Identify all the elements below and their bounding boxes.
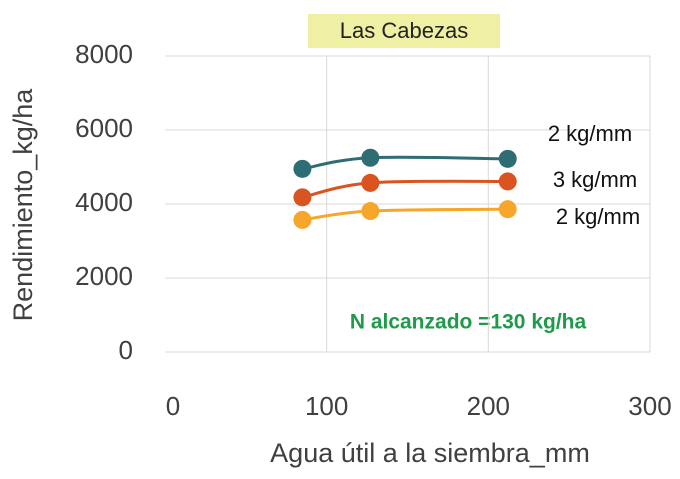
- point: [361, 202, 380, 221]
- chart-title: Las Cabezas: [340, 18, 468, 43]
- y-tick-label: 2000: [75, 261, 133, 291]
- x-tick-label: 100: [305, 391, 348, 421]
- point: [361, 173, 380, 192]
- line: [302, 155, 508, 171]
- x-axis-label: Agua útil a la siembra_mm: [270, 438, 590, 468]
- line: [302, 207, 508, 222]
- line: [302, 179, 508, 199]
- y-tick-label: 0: [119, 335, 133, 365]
- y-tick-label: 4000: [75, 187, 133, 217]
- series-label: 2 kg/mm: [548, 121, 632, 146]
- annotation: N alcanzado =130 kg/ha: [350, 311, 587, 334]
- y-tick-label: 8000: [75, 39, 133, 69]
- x-tick-label: 200: [467, 391, 510, 421]
- point: [498, 149, 517, 168]
- x-tick-label: 0: [166, 391, 180, 421]
- series-label: 3 kg/mm: [553, 167, 637, 192]
- point: [498, 172, 517, 191]
- point: [293, 159, 312, 178]
- point: [498, 200, 517, 219]
- point: [293, 210, 312, 229]
- point: [293, 188, 312, 207]
- y-axis-label: Rendimiento_kg/ha: [8, 88, 38, 322]
- point: [361, 148, 380, 167]
- x-tick-label: 300: [628, 391, 671, 421]
- title-box: [308, 14, 500, 48]
- series-label: 2 kg/mm: [556, 204, 640, 229]
- y-tick-label: 6000: [75, 113, 133, 143]
